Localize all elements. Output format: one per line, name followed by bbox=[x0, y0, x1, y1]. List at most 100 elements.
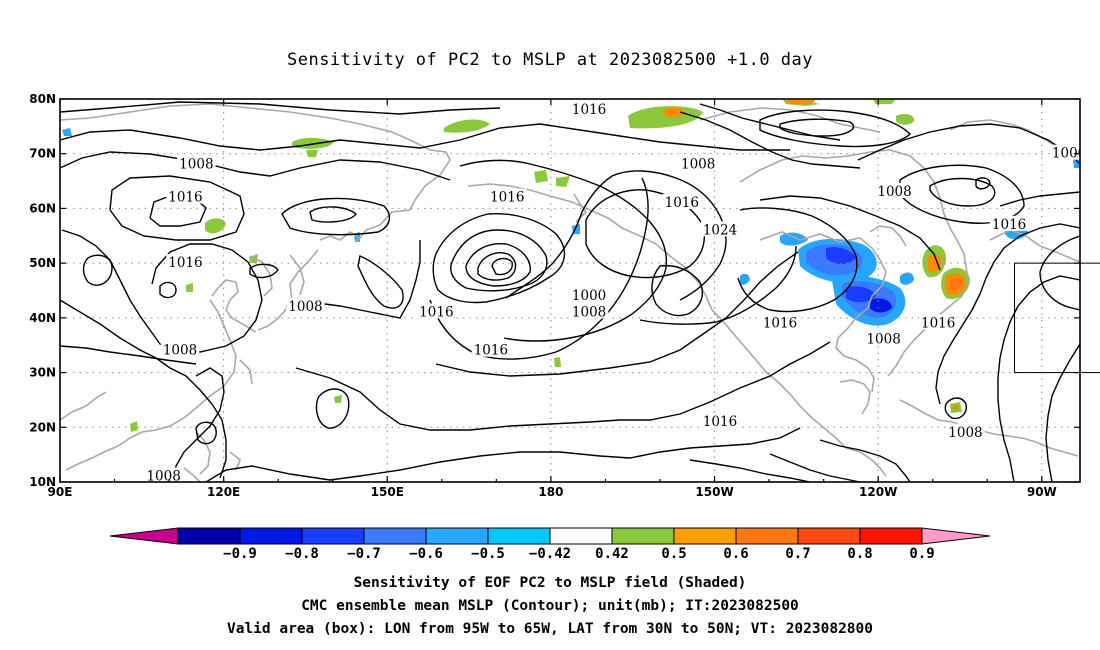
contour-label-bg bbox=[286, 297, 325, 313]
lon-label: 180 bbox=[538, 485, 563, 499]
contour-label-bg bbox=[760, 314, 800, 330]
contour-label: 1016 bbox=[474, 343, 508, 359]
shading-negative bbox=[780, 232, 808, 246]
shading-negative bbox=[62, 128, 72, 136]
page-title: Sensitivity of PC2 to MSLP at 2023082500… bbox=[286, 50, 813, 70]
contour-label-bg bbox=[417, 303, 456, 319]
contour-label: 1008 bbox=[572, 304, 606, 320]
colorbar-swatch bbox=[487, 527, 551, 545]
colorbar-swatch bbox=[859, 527, 923, 545]
footer-contour-desc: CMC ensemble mean MSLP (Contour); unit(m… bbox=[301, 598, 799, 614]
contour-label-bg bbox=[678, 155, 718, 171]
shading-negative bbox=[900, 272, 914, 285]
contour-labels: 1016100810161008100010161008101610001008… bbox=[144, 100, 1086, 485]
contour-label: 1016 bbox=[419, 304, 453, 320]
lon-label: 120E bbox=[207, 485, 240, 499]
lat-label: 40N bbox=[29, 311, 56, 325]
contour-label-bg bbox=[946, 423, 985, 439]
shading-positive bbox=[205, 218, 226, 234]
contour-label-bg bbox=[166, 254, 205, 270]
colorbar-label: 0.9 bbox=[909, 546, 934, 562]
contour-label: 1016 bbox=[168, 255, 202, 271]
colorbar-label: −0.6 bbox=[409, 546, 443, 562]
contour-label: 1008 bbox=[866, 332, 900, 348]
colorbar-swatch bbox=[239, 527, 303, 545]
contour-label-bg bbox=[569, 303, 609, 319]
colorbar: −0.9 −0.8 −0.7 −0.6 −0.5 −0.42 0.42 0.5 0.6 0.7 0.… bbox=[109, 527, 991, 562]
contour-label-bg bbox=[471, 341, 511, 357]
colorbar-swatch bbox=[177, 527, 241, 545]
shading-positive-core bbox=[663, 107, 686, 117]
shading-positive bbox=[873, 100, 895, 104]
contour-label: 1016 bbox=[763, 315, 797, 331]
contour-label: 1008 bbox=[179, 157, 213, 173]
map-frame bbox=[59, 98, 1081, 483]
valid-area-box bbox=[1014, 262, 1100, 374]
colorbar-label: 0.6 bbox=[723, 546, 748, 562]
contour-label: 1016 bbox=[572, 102, 606, 118]
shading-negative bbox=[846, 286, 876, 303]
colorbar-label: 0.5 bbox=[661, 546, 686, 562]
lat-label: 70N bbox=[29, 147, 56, 161]
shading-positive bbox=[554, 357, 561, 367]
colorbar-label: −0.8 bbox=[285, 546, 319, 562]
colorbar-min-arrow bbox=[109, 527, 179, 545]
lat-label: 20N bbox=[29, 420, 56, 434]
lat-label: 10N bbox=[29, 475, 56, 489]
contour-label: 1008 bbox=[146, 469, 180, 485]
contour-label-bg bbox=[569, 100, 609, 116]
sensitivity-shading bbox=[62, 100, 1080, 432]
contour-label: 1008 bbox=[948, 425, 982, 441]
colorbar-label: −0.5 bbox=[471, 546, 505, 562]
contour-label-bg bbox=[875, 183, 914, 199]
lon-label: 150W bbox=[695, 485, 733, 499]
contour-label: 1016 bbox=[665, 195, 699, 211]
contour-label: 1008 bbox=[163, 343, 197, 359]
lon-label: 90E bbox=[48, 485, 73, 499]
shading-positive bbox=[896, 113, 915, 125]
latitude-labels: 80N 70N 60N 50N 40N 30N 20N 10N bbox=[29, 92, 56, 489]
colorbar-swatch bbox=[363, 527, 427, 545]
footer-valid-area-desc: Valid area (box): LON from 95W to 65W, L… bbox=[226, 621, 873, 637]
contour-label-bg bbox=[864, 330, 903, 346]
shading-positive bbox=[306, 150, 318, 157]
colorbar-label: 0.7 bbox=[785, 546, 810, 562]
contour-label-bg bbox=[918, 314, 958, 330]
shading-positive-core bbox=[950, 277, 962, 291]
colorbar-swatch bbox=[425, 527, 489, 545]
contour-label-bg bbox=[662, 193, 702, 209]
contour-label-bg bbox=[989, 215, 1029, 231]
shading-positive-core bbox=[927, 254, 942, 273]
contour-label: 1024 bbox=[703, 222, 737, 238]
contour-label: 1000 bbox=[1052, 146, 1086, 162]
contour-label: 1016 bbox=[703, 414, 737, 430]
contour-label-bg bbox=[488, 188, 527, 204]
colorbar-label: −0.42 bbox=[529, 546, 571, 562]
colorbar-label: −0.7 bbox=[347, 546, 381, 562]
contour-label-bg bbox=[177, 155, 216, 171]
lat-label: 50N bbox=[29, 256, 56, 270]
contour-label-bg bbox=[166, 188, 205, 204]
colorbar-swatch bbox=[611, 527, 675, 545]
colorbar-label: 0.42 bbox=[595, 546, 629, 562]
colorbar-max-arrow bbox=[921, 527, 991, 545]
lon-label: 150E bbox=[371, 485, 404, 499]
shading-positive bbox=[334, 395, 342, 403]
shading-positive-core bbox=[786, 100, 815, 104]
shading-positive bbox=[186, 283, 193, 292]
colorbar-swatch bbox=[735, 527, 799, 545]
contour-label: 1016 bbox=[168, 189, 202, 205]
lat-label: 80N bbox=[29, 92, 56, 106]
contour-label: 1016 bbox=[921, 315, 955, 331]
contour-label: 1008 bbox=[877, 184, 911, 200]
colorbar-swatch bbox=[673, 527, 737, 545]
contour-label-bg bbox=[700, 412, 740, 428]
colorbar-label: −0.9 bbox=[223, 546, 257, 562]
contour-label: 1008 bbox=[681, 157, 715, 173]
shading-positive bbox=[130, 421, 138, 432]
shading-negative bbox=[826, 247, 856, 264]
footer-shaded-desc: Sensitivity of EOF PC2 to MSLP field (Sh… bbox=[353, 575, 747, 591]
shading-positive bbox=[534, 170, 548, 183]
shading-positive bbox=[444, 119, 490, 133]
